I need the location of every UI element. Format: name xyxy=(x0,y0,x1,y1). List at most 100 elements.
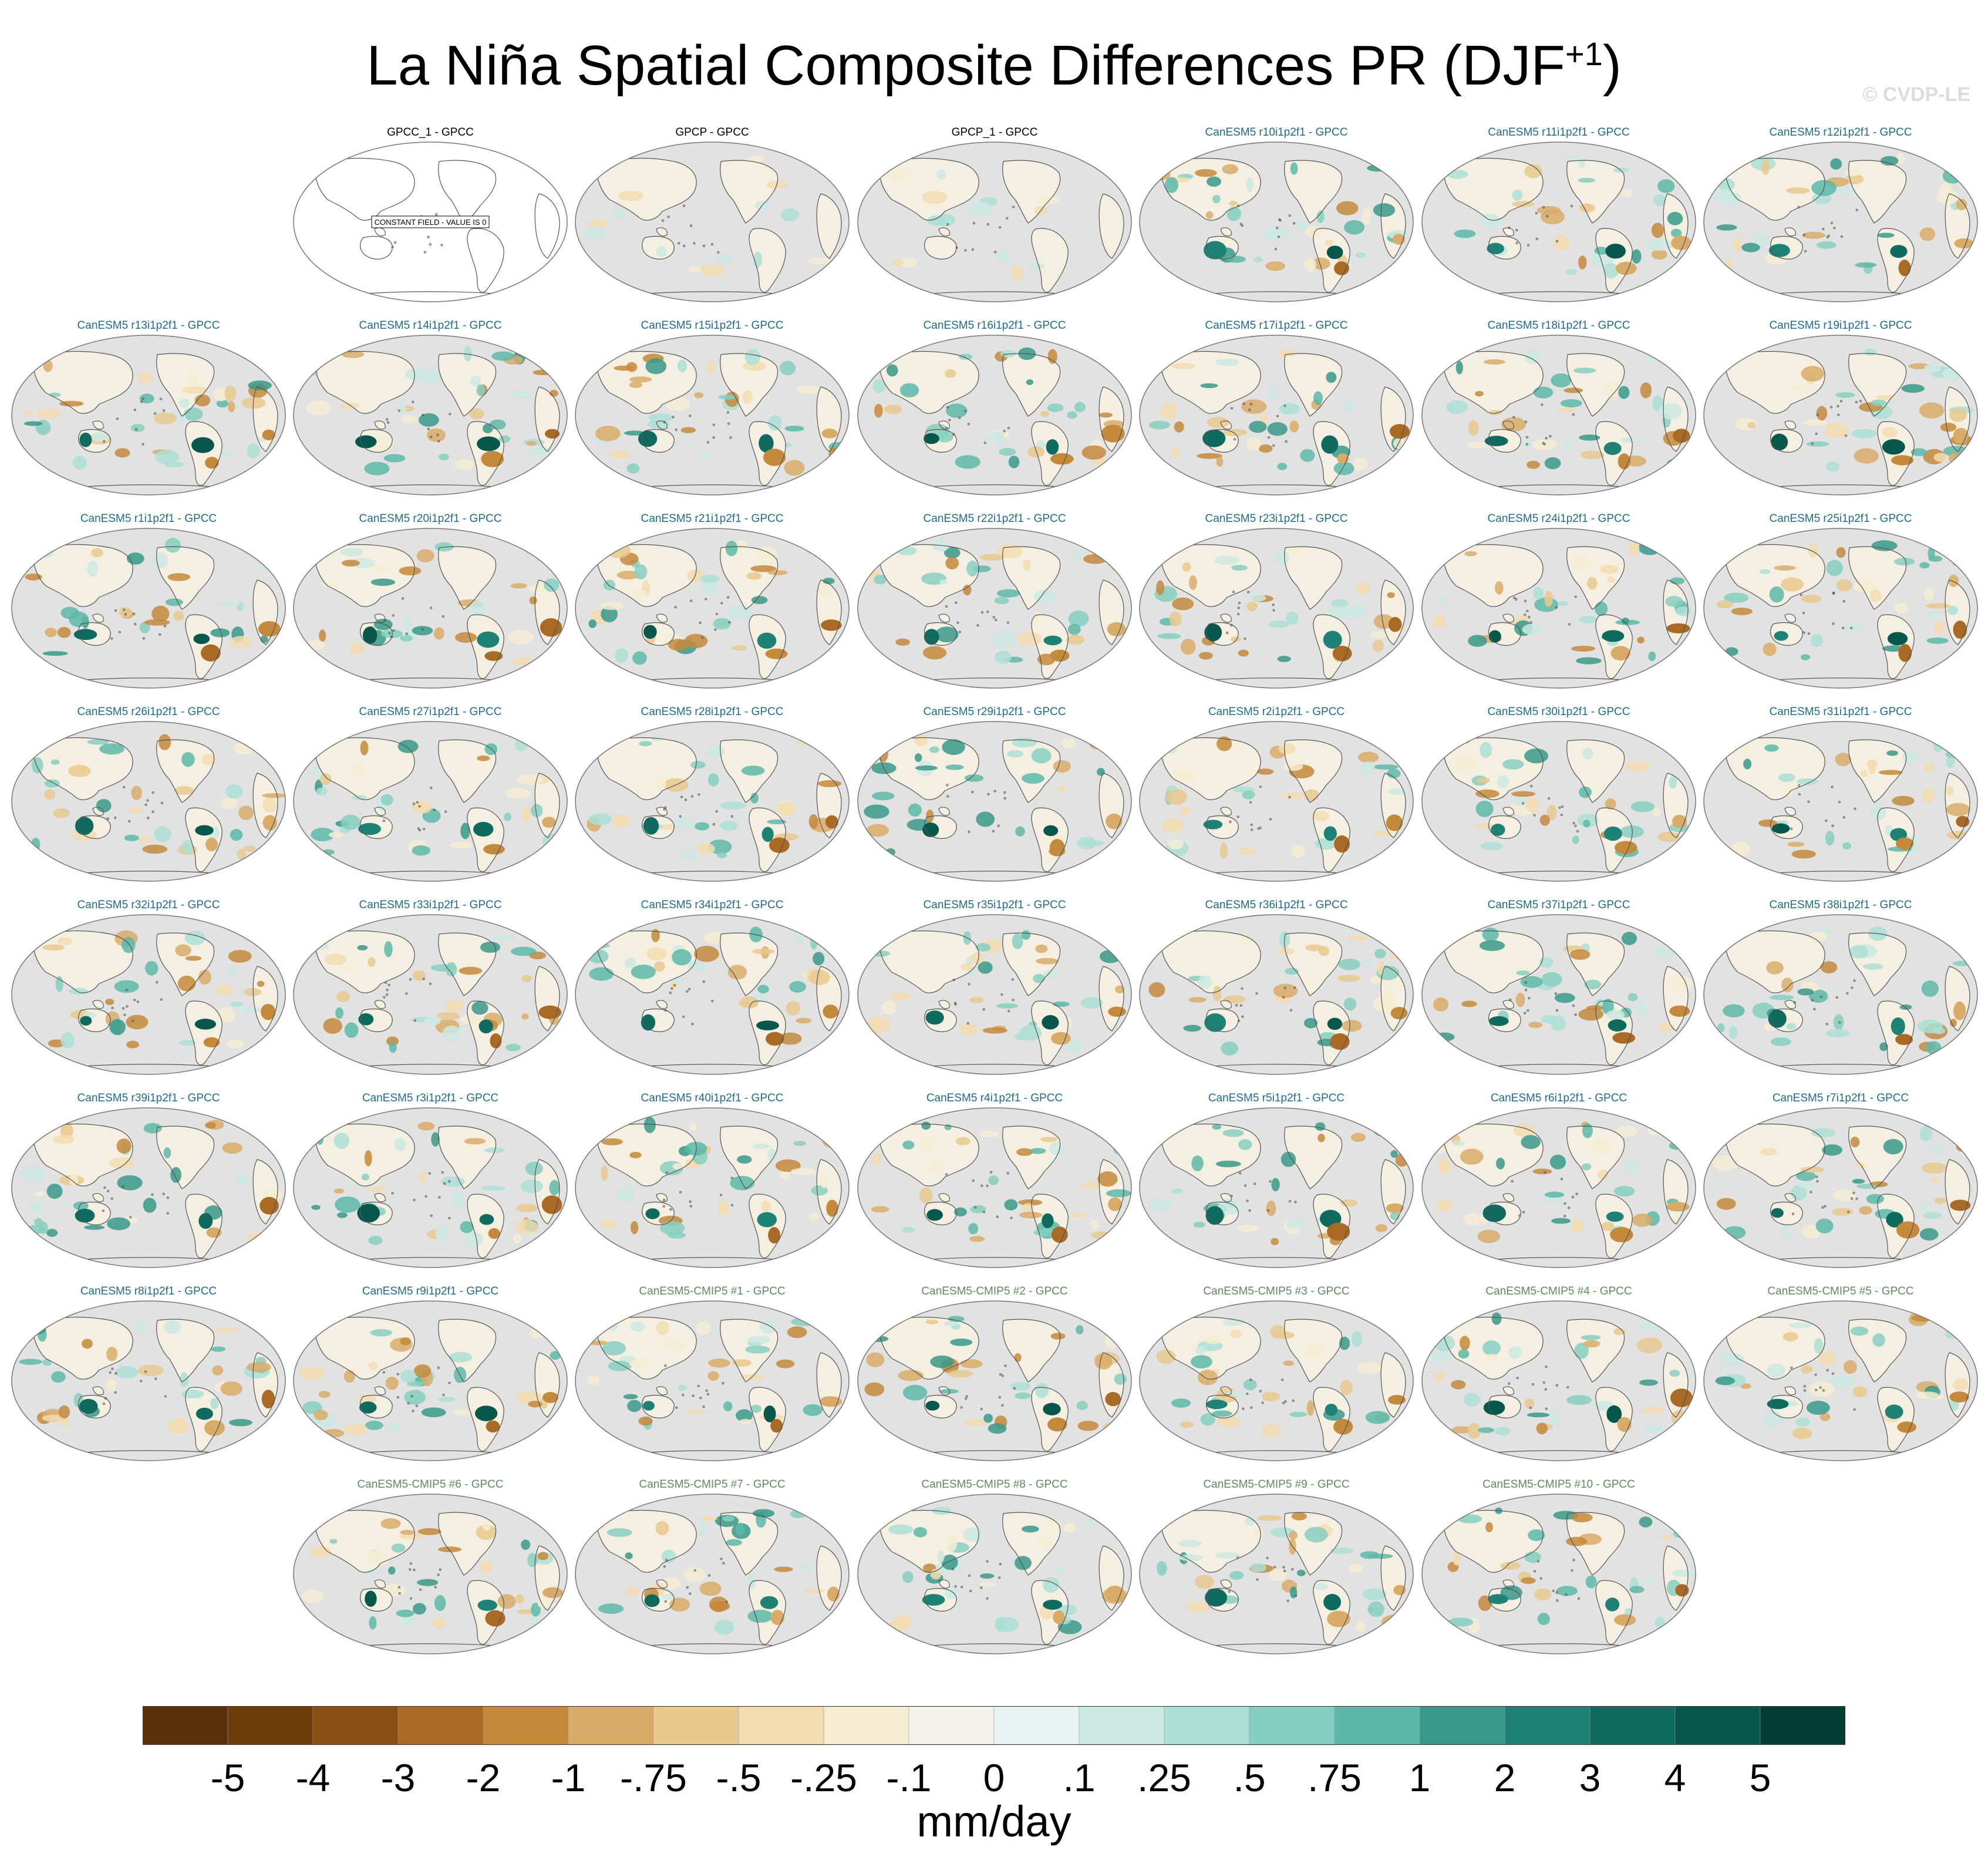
island xyxy=(111,1006,114,1009)
anomaly-patch xyxy=(1483,359,1505,365)
coastline xyxy=(1431,1609,1438,1629)
island xyxy=(1815,1175,1818,1178)
island xyxy=(720,1194,723,1196)
island xyxy=(1850,626,1853,629)
coastline xyxy=(1945,773,1970,838)
coastline xyxy=(303,450,310,470)
anomaly-patch xyxy=(1014,1392,1031,1400)
map-border xyxy=(857,528,1132,689)
anomaly-patch xyxy=(469,600,486,616)
anomaly-patch xyxy=(187,373,199,388)
island xyxy=(388,983,390,986)
island xyxy=(1798,793,1801,796)
anomaly-patch xyxy=(1000,350,1016,358)
anomaly-patch xyxy=(825,349,844,356)
anomaly-patch xyxy=(1761,160,1770,175)
anomaly-patch xyxy=(1049,1142,1065,1155)
coastline xyxy=(1002,932,1061,996)
island xyxy=(705,598,707,601)
island xyxy=(690,224,693,227)
coastline xyxy=(1313,1194,1350,1259)
map-panel: CanESM5 r31i1p2f1 - GPCC xyxy=(1703,705,1979,885)
anomaly-patch xyxy=(181,751,195,767)
island xyxy=(1527,244,1530,247)
anomaly-patch xyxy=(247,443,260,459)
coastline xyxy=(360,622,393,646)
anomaly-patch xyxy=(426,428,446,442)
anomaly-patch xyxy=(1747,422,1756,429)
island xyxy=(730,815,733,818)
coastline xyxy=(303,257,310,277)
island xyxy=(1288,796,1291,798)
island xyxy=(946,795,949,798)
panel-title: CanESM5 r39i1p2f1 - GPCC xyxy=(77,1092,220,1104)
anomaly-patch xyxy=(1295,221,1308,230)
anomaly-patch xyxy=(1162,818,1185,833)
anomaly-patch xyxy=(1809,1381,1835,1397)
coastline xyxy=(879,737,979,800)
anomaly-patch xyxy=(1147,928,1174,938)
island xyxy=(1284,1400,1287,1403)
island xyxy=(678,242,680,245)
anomaly-patch xyxy=(1716,224,1737,231)
anomaly-patch xyxy=(1541,972,1562,987)
island xyxy=(1564,1215,1566,1218)
island xyxy=(1294,1201,1297,1204)
anomaly-patch xyxy=(1655,1616,1665,1628)
anomaly-patch xyxy=(261,1390,275,1409)
anomaly-patch xyxy=(1953,960,1972,966)
coastline xyxy=(1595,614,1633,679)
anomaly-patch xyxy=(511,946,537,956)
anomaly-patch xyxy=(1796,778,1819,785)
map-panel: CanESM5 r18i1p2f1 - GPCC xyxy=(1421,319,1697,498)
anomaly-patch xyxy=(1238,1139,1252,1151)
anomaly-patch xyxy=(1856,1184,1876,1189)
anomaly-patch xyxy=(114,448,130,458)
anomaly-patch xyxy=(205,457,219,469)
island xyxy=(147,817,150,820)
anomaly-patch xyxy=(1919,227,1936,241)
anomaly-patch xyxy=(470,375,481,387)
anomaly-patch xyxy=(746,572,762,580)
map-panel: CanESM5-CMIP5 #8 - GPCC xyxy=(857,1478,1133,1657)
anomaly-patch xyxy=(60,1032,75,1049)
colorbar-swatch xyxy=(738,1706,824,1745)
coastline xyxy=(1713,643,1720,663)
world-map xyxy=(1421,914,1696,1075)
anomaly-patch xyxy=(1879,1042,1888,1051)
anomaly-patch xyxy=(1859,1206,1872,1215)
island xyxy=(391,1192,394,1195)
anomaly-patch xyxy=(1616,1125,1637,1137)
anomaly-patch xyxy=(399,1337,412,1346)
anomaly-patch xyxy=(1549,1154,1566,1169)
anomaly-patch xyxy=(757,1212,777,1228)
coastline xyxy=(1149,1609,1156,1629)
land-area xyxy=(304,645,309,662)
map-border xyxy=(1139,141,1414,302)
anomaly-patch xyxy=(476,1525,497,1541)
anomaly-patch xyxy=(365,1421,383,1430)
anomaly-patch xyxy=(1453,1552,1461,1566)
anomaly-patch xyxy=(194,1019,217,1030)
land-area xyxy=(1031,1001,1069,1065)
anomaly-patch xyxy=(505,1044,521,1051)
anomaly-patch xyxy=(786,1000,801,1016)
anomaly-patch xyxy=(1164,177,1179,193)
island xyxy=(391,245,394,248)
anomaly-patch xyxy=(727,965,747,980)
anomaly-patch xyxy=(1601,1222,1615,1231)
colorbar-swatch xyxy=(653,1706,739,1745)
island xyxy=(965,1397,968,1400)
island xyxy=(968,830,971,833)
map-border xyxy=(11,914,286,1075)
anomaly-patch xyxy=(380,794,393,805)
coastline xyxy=(1031,807,1069,872)
anomaly-patch xyxy=(1097,767,1105,776)
anomaly-patch xyxy=(1200,1413,1215,1426)
land-area xyxy=(1031,1387,1069,1451)
anomaly-patch xyxy=(374,565,390,574)
island xyxy=(1549,435,1552,438)
island xyxy=(996,1215,999,1218)
anomaly-patch xyxy=(1306,1400,1315,1416)
island xyxy=(682,204,685,207)
